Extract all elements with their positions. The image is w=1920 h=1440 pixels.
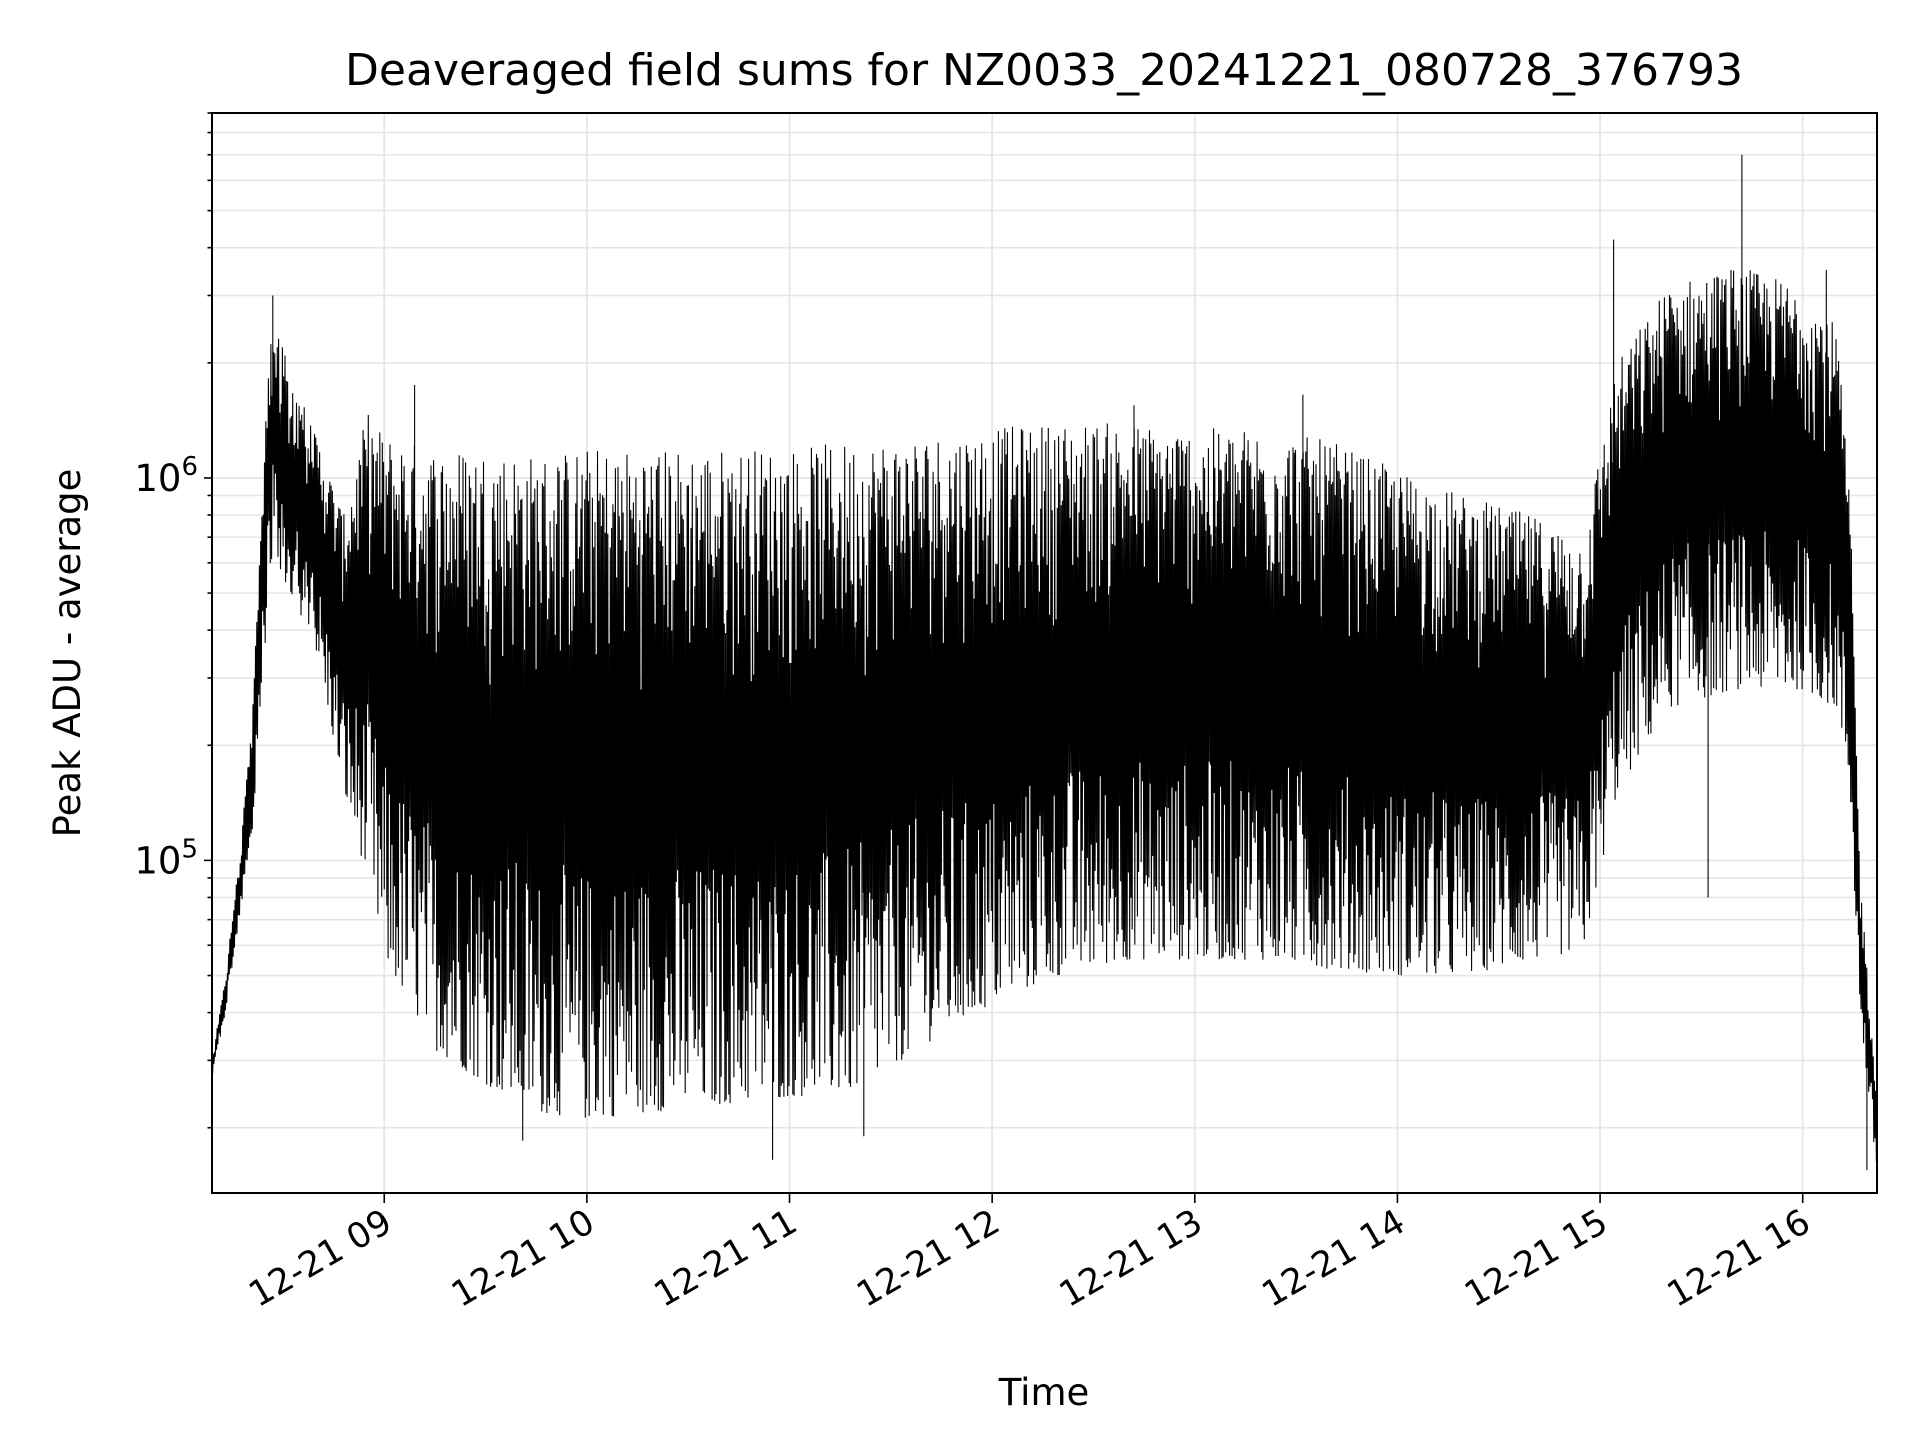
y-tick-label: 105	[134, 834, 198, 882]
x-axis-label: Time	[998, 1371, 1090, 1414]
y-tick-base: 10	[134, 839, 181, 882]
y-tick-base: 10	[134, 457, 181, 500]
y-tick-exponent: 6	[181, 452, 198, 482]
series-line	[212, 154, 1877, 1171]
y-tick-label: 106	[134, 452, 198, 500]
chart-title: Deaveraged field sums for NZ0033_2024122…	[345, 45, 1743, 96]
y-tick-exponent: 5	[181, 834, 198, 864]
plot-frame	[211, 112, 1878, 1194]
y-axis-label: Peak ADU - average	[46, 469, 89, 838]
